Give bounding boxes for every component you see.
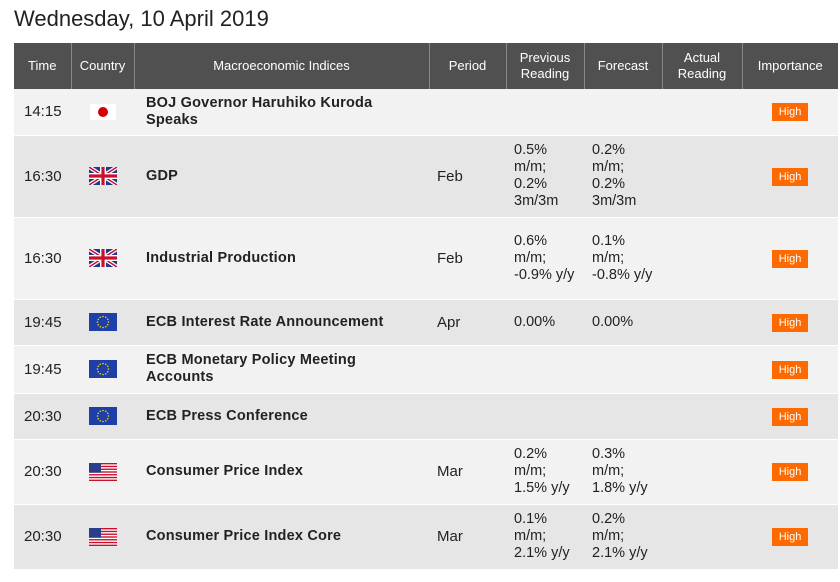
table-header-row: Time Country Macroeconomic Indices Perio… xyxy=(14,43,838,89)
column-header-country: Country xyxy=(71,43,135,89)
gb-flag-icon xyxy=(88,249,117,268)
column-header-previous: Previous Reading xyxy=(506,43,585,89)
event-period: Feb xyxy=(429,135,506,218)
us-flag-icon xyxy=(88,462,117,481)
event-country xyxy=(71,89,134,136)
column-header-forecast: Forecast xyxy=(584,43,663,89)
event-importance: High xyxy=(742,345,838,394)
table-row: 20:30 ECB Press Conference High xyxy=(14,393,838,440)
event-previous xyxy=(506,89,584,136)
event-period: Mar xyxy=(429,504,506,570)
importance-badge: High xyxy=(771,463,809,481)
column-header-actual: Actual Reading xyxy=(662,43,743,89)
table-row: 14:15 BOJ Governor Haruhiko Kuroda Speaks… xyxy=(14,89,838,136)
event-country xyxy=(71,299,134,346)
event-country xyxy=(71,345,134,394)
event-previous: 0.5% m/m; 0.2% 3m/3m xyxy=(506,135,584,218)
event-country xyxy=(71,217,134,300)
column-header-importance: Importance xyxy=(742,43,838,89)
event-actual xyxy=(662,217,742,300)
event-previous xyxy=(506,393,584,440)
event-forecast: 0.2% m/m; 0.2% 3m/3m xyxy=(584,135,662,218)
importance-badge: High xyxy=(771,103,809,122)
event-country xyxy=(71,135,134,218)
event-time: 20:30 xyxy=(14,393,71,440)
event-importance: High xyxy=(742,439,838,505)
event-period xyxy=(429,393,506,440)
event-period: Feb xyxy=(429,217,506,300)
table-row: 20:30 Consumer Price Index Mar 0.2% m/m; 1.… xyxy=(14,439,838,505)
event-country xyxy=(71,393,134,440)
event-country xyxy=(71,504,134,570)
event-actual xyxy=(662,89,742,136)
event-name: Industrial Production xyxy=(134,217,429,300)
event-time: 20:30 xyxy=(14,504,71,570)
event-importance: High xyxy=(742,89,838,136)
event-period xyxy=(429,345,506,394)
event-name: ECB Monetary Policy Meeting Accounts xyxy=(134,345,429,394)
importance-badge: High xyxy=(771,167,809,186)
event-time: 19:45 xyxy=(14,345,71,394)
importance-badge: High xyxy=(771,407,809,426)
event-previous: 0.2% m/m; 1.5% y/y xyxy=(506,439,584,505)
event-actual xyxy=(662,439,742,505)
event-importance: High xyxy=(742,135,838,218)
event-importance: High xyxy=(742,504,838,570)
gb-flag-icon xyxy=(88,167,117,186)
event-previous: 0.6% m/m; -0.9% y/y xyxy=(506,217,584,300)
event-name: ECB Interest Rate Announcement xyxy=(134,299,429,346)
event-forecast xyxy=(584,393,662,440)
column-header-time: Time xyxy=(14,43,72,89)
event-forecast xyxy=(584,89,662,136)
table-row: 16:30 Industrial Production Feb 0.6% m/m; -… xyxy=(14,217,838,300)
event-name: ECB Press Conference xyxy=(134,393,429,440)
event-period: Apr xyxy=(429,299,506,346)
event-country xyxy=(71,439,134,505)
event-actual xyxy=(662,345,742,394)
importance-badge: High xyxy=(771,360,809,379)
column-header-period: Period xyxy=(429,43,507,89)
column-header-indices: Macroeconomic Indices xyxy=(134,43,430,89)
event-actual xyxy=(662,135,742,218)
event-forecast xyxy=(584,345,662,394)
event-actual xyxy=(662,393,742,440)
importance-badge: High xyxy=(771,528,809,546)
table-row: 19:45 ECB Interest Rate Announcement Apr 0.… xyxy=(14,299,838,346)
event-previous xyxy=(506,345,584,394)
event-time: 16:30 xyxy=(14,217,71,300)
event-importance: High xyxy=(742,393,838,440)
table-row: 19:45 ECB Monetary Policy Meeting Account… xyxy=(14,345,838,394)
event-importance: High xyxy=(742,299,838,346)
event-time: 16:30 xyxy=(14,135,71,218)
event-name: GDP xyxy=(134,135,429,218)
event-forecast: 0.00% xyxy=(584,299,662,346)
table-row: 20:30 Consumer Price Index Core Mar 0.1% m/… xyxy=(14,504,838,570)
eu-flag-icon xyxy=(88,360,117,379)
event-name: BOJ Governor Haruhiko Kuroda Speaks xyxy=(134,89,429,136)
event-actual xyxy=(662,299,742,346)
event-previous: 0.1% m/m; 2.1% y/y xyxy=(506,504,584,570)
event-period xyxy=(429,89,506,136)
jp-flag-icon xyxy=(88,102,117,121)
event-actual xyxy=(662,504,742,570)
event-period: Mar xyxy=(429,439,506,505)
importance-badge: High xyxy=(771,313,809,332)
event-time: 19:45 xyxy=(14,299,71,346)
us-flag-icon xyxy=(88,527,117,546)
event-name: Consumer Price Index xyxy=(134,439,429,505)
page-title: Wednesday, 10 April 2019 xyxy=(14,6,269,31)
event-importance: High xyxy=(742,217,838,300)
event-forecast: 0.1% m/m; -0.8% y/y xyxy=(584,217,662,300)
event-name: Consumer Price Index Core xyxy=(134,504,429,570)
event-forecast: 0.3% m/m; 1.8% y/y xyxy=(584,439,662,505)
economic-calendar-table: Time Country Macroeconomic Indices Perio… xyxy=(14,43,838,570)
event-time: 20:30 xyxy=(14,439,71,505)
eu-flag-icon xyxy=(88,407,117,426)
event-forecast: 0.2% m/m; 2.1% y/y xyxy=(584,504,662,570)
event-time: 14:15 xyxy=(14,89,71,136)
eu-flag-icon xyxy=(88,313,117,332)
importance-badge: High xyxy=(771,249,809,268)
event-previous: 0.00% xyxy=(506,299,584,346)
table-row: 16:30 GDP Feb 0.5% m/m; 0.2% 3m/3m 0.2% m/m;… xyxy=(14,135,838,218)
